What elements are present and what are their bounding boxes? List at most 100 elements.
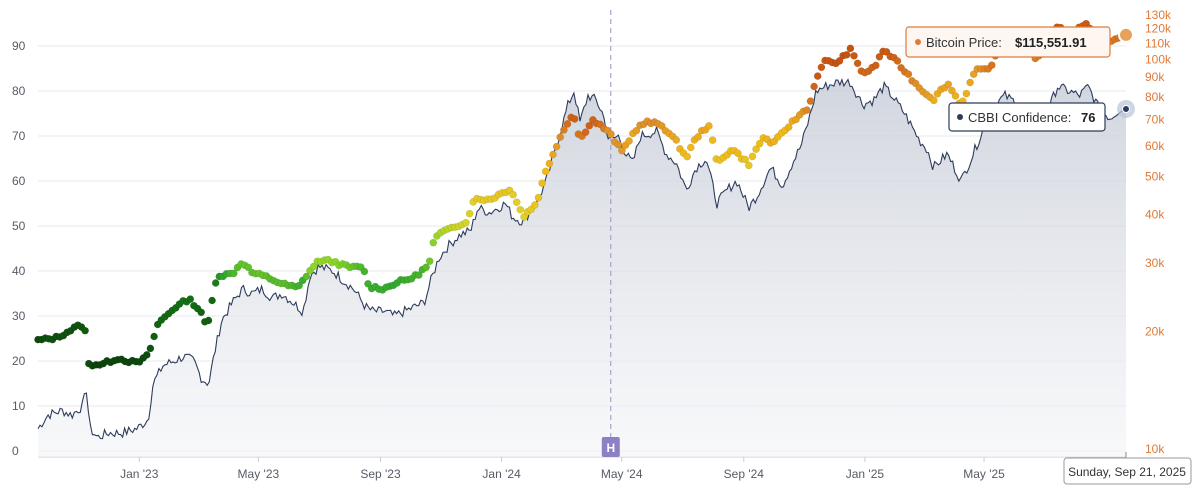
y-right-tick-label: 30k: [1145, 256, 1165, 270]
price-dot: [614, 140, 623, 149]
price-dot: [549, 150, 557, 159]
price-dot: [607, 130, 615, 138]
price-dot: [803, 106, 811, 114]
halving-marker-layer: H: [601, 10, 620, 457]
x-tick-label: May '24: [601, 467, 643, 481]
price-dot: [211, 279, 220, 287]
price-dot: [741, 155, 750, 164]
price-dot: [987, 61, 996, 70]
x-axis: Jan '23 May '23 Sep '23 Jan '24 May '24 Sep '…: [120, 457, 1005, 481]
price-dot: [683, 152, 692, 161]
price-dot: [835, 57, 844, 65]
price-dot: [944, 80, 953, 89]
price-dot: [686, 143, 695, 152]
price-dot: [563, 120, 572, 128]
cbbi-tooltip: CBBI Confidence: 76: [948, 102, 1106, 132]
y-axis-right: 10k 20k 30k 40k 50k 60k 70k 80k 90k 100k 110k120k1…: [1145, 8, 1172, 456]
y-right-tick-label: 130k: [1145, 8, 1172, 22]
y-right-tick-label: 70k: [1145, 113, 1165, 127]
price-tooltip: Bitcoin Price: $115,551.91: [905, 26, 1111, 58]
price-dot: [694, 133, 702, 141]
price-dot: [966, 78, 974, 87]
price-tooltip-dot-icon: [915, 39, 921, 45]
y-right-tick-label: 20k: [1145, 325, 1165, 339]
price-dot: [813, 72, 822, 80]
y-left-tick-label: 60: [12, 174, 26, 188]
y-right-tick-label: 90k: [1145, 70, 1165, 84]
y-right-tick-label: 10k: [1145, 442, 1165, 456]
price-dot: [429, 238, 438, 247]
cbbi-tooltip-dot-icon: [957, 114, 963, 120]
y-left-tick-label: 10: [12, 399, 26, 413]
price-dot: [520, 213, 528, 221]
price-dot: [784, 123, 793, 131]
price-dot: [541, 167, 550, 176]
y-left-tick-label: 30: [12, 309, 26, 323]
halving-badge: [601, 437, 620, 457]
price-tooltip-value: $115,551.91: [1015, 35, 1087, 50]
price-dot: [570, 115, 579, 123]
y-left-tick-label: 0: [12, 444, 19, 458]
x-tick-label: May '23: [238, 467, 280, 481]
price-dot: [552, 142, 561, 151]
x-tick-label: Jan '23: [120, 467, 159, 481]
price-dot: [309, 262, 318, 271]
cbbi-tooltip-label: CBBI Confidence:: [968, 110, 1071, 125]
price-dot: [81, 326, 89, 335]
price-dot: [969, 70, 978, 79]
x-tick-label: Jan '24: [482, 467, 521, 481]
price-dot: [556, 133, 565, 141]
price-dot: [360, 267, 369, 276]
x-tick-label: Sep '24: [724, 467, 765, 481]
price-dot: [842, 50, 851, 59]
price-dot: [846, 44, 855, 53]
price-dot: [244, 263, 253, 272]
price-dot: [806, 97, 815, 105]
x-tick-label: May '25: [963, 467, 1005, 481]
price-dots-layer: [34, 19, 1135, 370]
price-dot: [302, 272, 311, 281]
y-left-tick-label: 80: [12, 84, 26, 98]
price-tooltip-label: Bitcoin Price:: [926, 35, 1002, 50]
cbbi-line: [37, 78, 1127, 440]
price-dot: [150, 332, 158, 341]
cbbi-hover-point: [1122, 105, 1130, 113]
price-dot: [929, 96, 938, 105]
price-hover-point: [1118, 26, 1134, 43]
price-dot: [734, 149, 742, 158]
halving-label: H: [606, 441, 615, 455]
price-dot: [748, 152, 757, 161]
date-tooltip-text: Sunday, Sep 21, 2025: [1068, 465, 1186, 479]
tooltip-layer: Bitcoin Price: $115,551.91 CBBI Confiden…: [905, 26, 1192, 485]
price-dot: [744, 161, 753, 170]
y-axis-left: 0 10 20 30 40 50 60 70 80 90: [12, 39, 26, 458]
price-dot: [146, 344, 155, 353]
y-right-tick-label: 110k: [1145, 36, 1171, 50]
y-left-tick-label: 70: [12, 129, 26, 143]
price-dot: [817, 63, 826, 72]
price-dot: [875, 52, 884, 61]
cbbi-area-layer: [37, 78, 1127, 457]
price-dot: [962, 89, 971, 98]
price-dot: [197, 308, 206, 317]
y-right-tick-label: 60k: [1145, 139, 1165, 153]
price-dot: [538, 179, 546, 188]
y-left-tick-label: 40: [12, 264, 26, 278]
price-dot: [516, 205, 525, 214]
price-dot: [951, 92, 960, 100]
price-dot: [531, 201, 539, 209]
price-dot: [871, 61, 880, 70]
price-dot: [625, 137, 633, 145]
price-dot: [904, 70, 913, 79]
y-left-tick-label: 50: [12, 219, 26, 233]
price-dot: [752, 145, 760, 154]
price-dot: [853, 59, 862, 68]
y-right-tick-label: 50k: [1145, 170, 1165, 184]
price-dot: [705, 122, 713, 130]
price-dot: [585, 121, 594, 130]
price-dot: [850, 51, 858, 60]
y-left-tick-label: 20: [12, 354, 26, 368]
price-dot: [512, 198, 521, 207]
price-dot: [229, 269, 238, 278]
